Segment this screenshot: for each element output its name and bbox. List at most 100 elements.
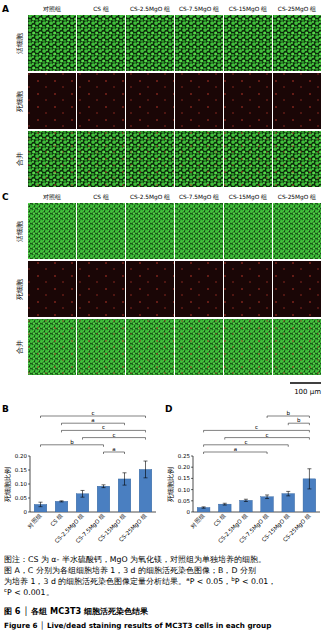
micrograph	[77, 319, 125, 375]
error-bar	[81, 490, 85, 497]
error-cap	[123, 472, 127, 473]
error-cap	[286, 495, 290, 496]
caption-text: P < 0.01，	[235, 577, 277, 586]
significance-label: c	[244, 439, 247, 445]
tick-label: 0.20	[15, 453, 28, 459]
error-bar	[244, 499, 248, 501]
tick-label: 0.05	[15, 495, 28, 501]
micrograph-dead	[126, 319, 174, 375]
tick-label: 0	[24, 509, 28, 515]
micrograph	[273, 319, 321, 375]
tick-label: 0.25	[178, 453, 191, 459]
micrograph-dead	[224, 261, 272, 317]
error-cap	[60, 501, 64, 502]
error-cap	[244, 501, 248, 502]
micrograph-dead	[273, 73, 321, 129]
significance-label: b	[297, 417, 301, 423]
caption-line: 图 A，C 分别为各组细胞培养 1，3 d 的细胞活死染色图像；B，D 分别	[4, 566, 256, 575]
significance-label: c	[255, 424, 258, 430]
micrograph-dead	[273, 319, 321, 375]
tick-label: 0.15	[15, 467, 28, 473]
category-label: CS 组	[49, 512, 64, 527]
error-cap	[244, 499, 248, 500]
column-header: CS-15MgO 组	[229, 194, 267, 201]
error-line	[82, 490, 83, 497]
micrograph	[273, 203, 321, 259]
column-header: CS-2.5MgO 组	[130, 194, 170, 201]
y-axis	[30, 456, 31, 512]
micrograph	[77, 15, 125, 71]
category-label: CS 组	[212, 512, 227, 527]
error-cap	[60, 500, 64, 501]
micrograph-dead	[175, 261, 223, 317]
micrograph-dead	[28, 319, 76, 375]
micrograph-dead	[126, 131, 174, 187]
error-cap	[102, 484, 106, 485]
micrograph	[224, 203, 272, 259]
bar	[97, 486, 110, 512]
micrograph-dead	[28, 261, 76, 317]
error-cap	[39, 506, 43, 507]
micrograph	[273, 261, 321, 317]
significance-label: b	[70, 439, 74, 445]
error-cap	[144, 461, 148, 462]
error-line	[288, 491, 289, 495]
micrograph	[224, 131, 272, 187]
significance-label: a	[112, 446, 115, 452]
micrograph-dead	[273, 261, 321, 317]
micrograph	[77, 131, 125, 187]
panel-label: A	[2, 4, 9, 14]
category-label: 对照组	[26, 512, 43, 529]
micrograph-dead	[224, 131, 272, 187]
significance-bracket	[83, 438, 146, 440]
caption-text: 图 A，C 分别为各组细胞培养 1，3 d 的细胞活死染色图像；B，D 分别	[4, 566, 256, 575]
error-bar	[39, 502, 43, 506]
row-label: 活细胞	[16, 221, 24, 242]
error-line	[267, 495, 268, 499]
error-cap	[286, 491, 290, 492]
significance-bracket	[225, 438, 310, 440]
error-cap	[307, 488, 311, 489]
tick-label: 0.20	[178, 464, 191, 470]
y-axis	[193, 456, 194, 512]
error-cap	[202, 508, 206, 509]
error-cap	[307, 468, 311, 469]
micrograph	[224, 15, 272, 71]
panel-label: C	[2, 192, 9, 202]
scale-bar-label: 100 μm	[294, 388, 321, 396]
significance-label: a	[234, 446, 237, 452]
significance-bracket	[204, 430, 310, 432]
bar	[55, 501, 68, 512]
row-label: 死细胞	[16, 91, 24, 112]
panel-label: B	[2, 404, 9, 414]
error-bar	[60, 501, 64, 502]
micrograph-dead	[273, 131, 321, 187]
significance-label: c	[102, 424, 105, 430]
micrograph	[175, 73, 223, 129]
column-header: CS-7.5MgO 组	[179, 194, 219, 201]
micrograph	[273, 73, 321, 129]
micrograph-dead	[224, 73, 272, 129]
row-label: 合并	[16, 340, 24, 354]
micrograph	[175, 319, 223, 375]
significance-bracket	[204, 452, 268, 454]
tick-label: 0.05	[178, 498, 191, 504]
micrograph-dead	[77, 131, 125, 187]
micrograph-dead	[126, 261, 174, 317]
micrograph	[28, 319, 76, 375]
bar	[197, 508, 210, 512]
micrograph	[175, 203, 223, 259]
tick-label: 0	[187, 509, 191, 515]
error-line	[245, 499, 246, 501]
significance-bracket	[204, 445, 289, 447]
micrograph-dead	[28, 131, 76, 187]
caption-line: 图注：CS 为 α- 半水硫酸钙，MgO 为氧化镁，对照组为单独培养的细胞。	[4, 555, 266, 564]
tick-label: 0.15	[178, 475, 191, 481]
error-cap	[265, 494, 269, 495]
error-bar	[144, 461, 148, 478]
micrograph-dead	[175, 131, 223, 187]
micrograph	[28, 15, 76, 71]
panel-label: D	[165, 404, 172, 414]
micrograph	[273, 15, 321, 71]
figure-title: 图 6 │ 各组 MC3T3 细胞活死染色结果	[4, 606, 149, 617]
